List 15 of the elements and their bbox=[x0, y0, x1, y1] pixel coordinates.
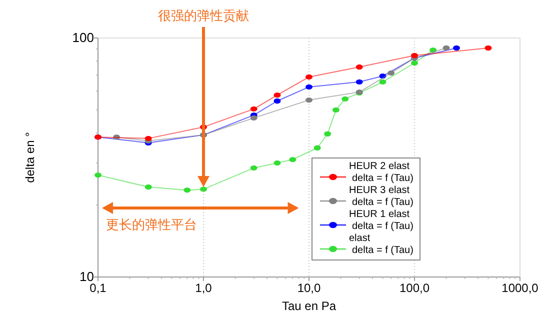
legend-label: HEUR 1 elast delta = f (Tau) bbox=[349, 209, 414, 232]
annotation: 更长的弹性平台 bbox=[106, 217, 197, 232]
y-axis-title: delta en ° bbox=[23, 132, 37, 183]
legend-label: HEUR 2 elast delta = f (Tau) bbox=[349, 161, 414, 184]
y-tick-label: 100 bbox=[72, 30, 94, 45]
x-tick-label: 10,0 bbox=[297, 281, 321, 295]
legend-label: elast delta = f (Tau) bbox=[349, 233, 414, 256]
text: 很强的弹性贡献 bbox=[158, 8, 249, 23]
x-tick-label: 100,0 bbox=[399, 281, 430, 295]
x-tick-label: 1,0 bbox=[195, 281, 212, 295]
y-tick-label: 10 bbox=[80, 269, 94, 284]
legend-label: HEUR 3 elast delta = f (Tau) bbox=[349, 185, 414, 208]
x-tick-label: 1000,0 bbox=[502, 281, 539, 295]
x-axis-title: Tau en Pa bbox=[282, 299, 336, 313]
x-tick-label: 0,1 bbox=[90, 281, 107, 295]
